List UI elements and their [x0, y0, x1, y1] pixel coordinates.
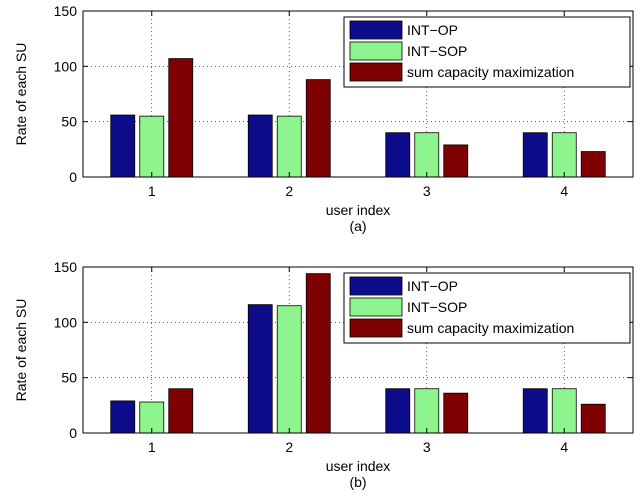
chart-panel-a: 0 50 100 150 1 2 3 4 user index Rate of each SU (a…	[13, 3, 634, 234]
x-tick-label: 3	[423, 183, 431, 199]
legend-swatch	[349, 276, 403, 296]
y-axis-label: Rate of each SU	[13, 43, 29, 146]
y-tick-label: 0	[69, 425, 77, 441]
bar	[168, 58, 194, 178]
x-axis-label: user index	[326, 458, 391, 474]
bar	[580, 151, 606, 178]
legend-label: sum capacity maximization	[407, 320, 574, 336]
x-tick-label: 1	[148, 183, 156, 199]
x-tick-label: 4	[560, 439, 568, 455]
bar	[247, 304, 273, 434]
legend-swatch	[349, 318, 403, 338]
bar	[414, 388, 440, 434]
x-tick-label: 2	[285, 183, 293, 199]
bar	[276, 305, 302, 434]
legend-swatch	[349, 297, 403, 317]
legend-label: INT−SOP	[407, 299, 467, 315]
x-tick-label: 3	[423, 439, 431, 455]
legend: INT−OP INT−SOP sum capacity maximization	[343, 16, 631, 88]
legend-label: INT−OP	[407, 22, 458, 38]
y-tick-label: 50	[61, 114, 77, 130]
bar	[110, 400, 136, 434]
bar	[110, 114, 136, 178]
bar	[305, 79, 331, 178]
legend-swatch	[349, 20, 403, 40]
bar	[139, 401, 165, 434]
bar	[385, 388, 411, 434]
x-axis-label: user index	[326, 202, 391, 218]
legend-label: sum capacity maximization	[407, 64, 574, 80]
chart-panel-b: 0 50 100 150 1 2 3 4 user index Rate of each SU (b…	[13, 259, 634, 490]
y-tick-label: 0	[69, 169, 77, 185]
y-tick-label: 100	[54, 314, 78, 330]
axes-frame	[82, 266, 634, 434]
bar	[443, 392, 469, 434]
panel-label: (b)	[349, 474, 366, 490]
panel-label: (a)	[349, 218, 366, 234]
bar	[414, 132, 440, 178]
y-tick-label: 100	[54, 58, 78, 74]
legend-swatch	[349, 41, 403, 61]
bar	[580, 403, 606, 434]
legend-label: INT−OP	[407, 278, 458, 294]
bar	[551, 132, 577, 178]
x-tick-label: 4	[560, 183, 568, 199]
bar	[385, 132, 411, 178]
y-tick-label: 50	[61, 370, 77, 386]
legend: INT−OP INT−SOP sum capacity maximization	[343, 272, 631, 344]
bar	[305, 273, 331, 434]
bar	[551, 388, 577, 434]
bar	[522, 388, 548, 434]
bar	[139, 115, 165, 178]
bar	[276, 115, 302, 178]
legend-label: INT−SOP	[407, 43, 467, 59]
x-tick-label: 2	[285, 439, 293, 455]
bar	[443, 144, 469, 178]
bar	[522, 132, 548, 178]
y-axis-label: Rate of each SU	[13, 299, 29, 402]
y-tick-label: 150	[54, 259, 78, 275]
legend-swatch	[349, 62, 403, 82]
bar	[168, 388, 194, 434]
y-tick-label: 150	[54, 3, 78, 19]
axes-frame	[82, 10, 634, 178]
x-tick-label: 1	[148, 439, 156, 455]
bar	[247, 114, 273, 178]
